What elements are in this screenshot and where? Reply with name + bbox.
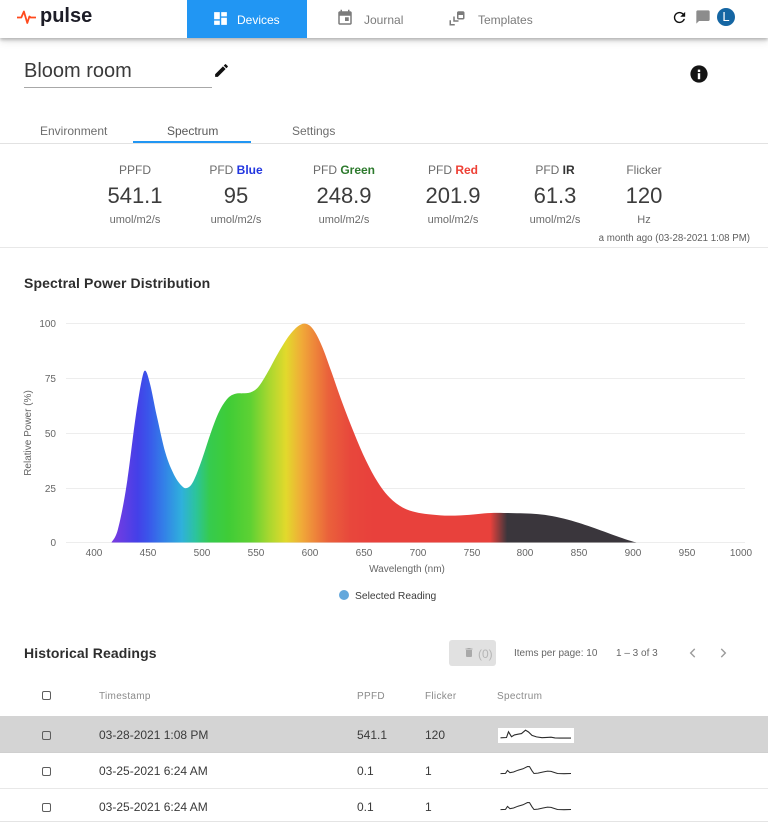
svg-text:800: 800 [517, 548, 534, 559]
svg-text:400: 400 [86, 548, 103, 559]
svg-text:500: 500 [194, 548, 211, 559]
svg-text:900: 900 [625, 548, 642, 559]
svg-text:850: 850 [571, 548, 588, 559]
svg-text:75: 75 [45, 374, 57, 385]
svg-text:Wavelength (nm): Wavelength (nm) [369, 564, 445, 575]
svg-text:1000: 1000 [730, 548, 753, 559]
svg-text:Relative Power (%): Relative Power (%) [23, 390, 34, 476]
svg-text:650: 650 [356, 548, 373, 559]
svg-text:950: 950 [679, 548, 696, 559]
svg-text:50: 50 [45, 429, 57, 440]
svg-text:750: 750 [464, 548, 481, 559]
svg-text:700: 700 [410, 548, 427, 559]
svg-text:600: 600 [302, 548, 319, 559]
svg-text:450: 450 [140, 548, 157, 559]
svg-text:100: 100 [39, 319, 56, 330]
svg-text:Selected Reading: Selected Reading [355, 591, 437, 602]
svg-text:550: 550 [248, 548, 265, 559]
svg-text:0: 0 [50, 538, 56, 549]
svg-text:25: 25 [45, 484, 57, 495]
